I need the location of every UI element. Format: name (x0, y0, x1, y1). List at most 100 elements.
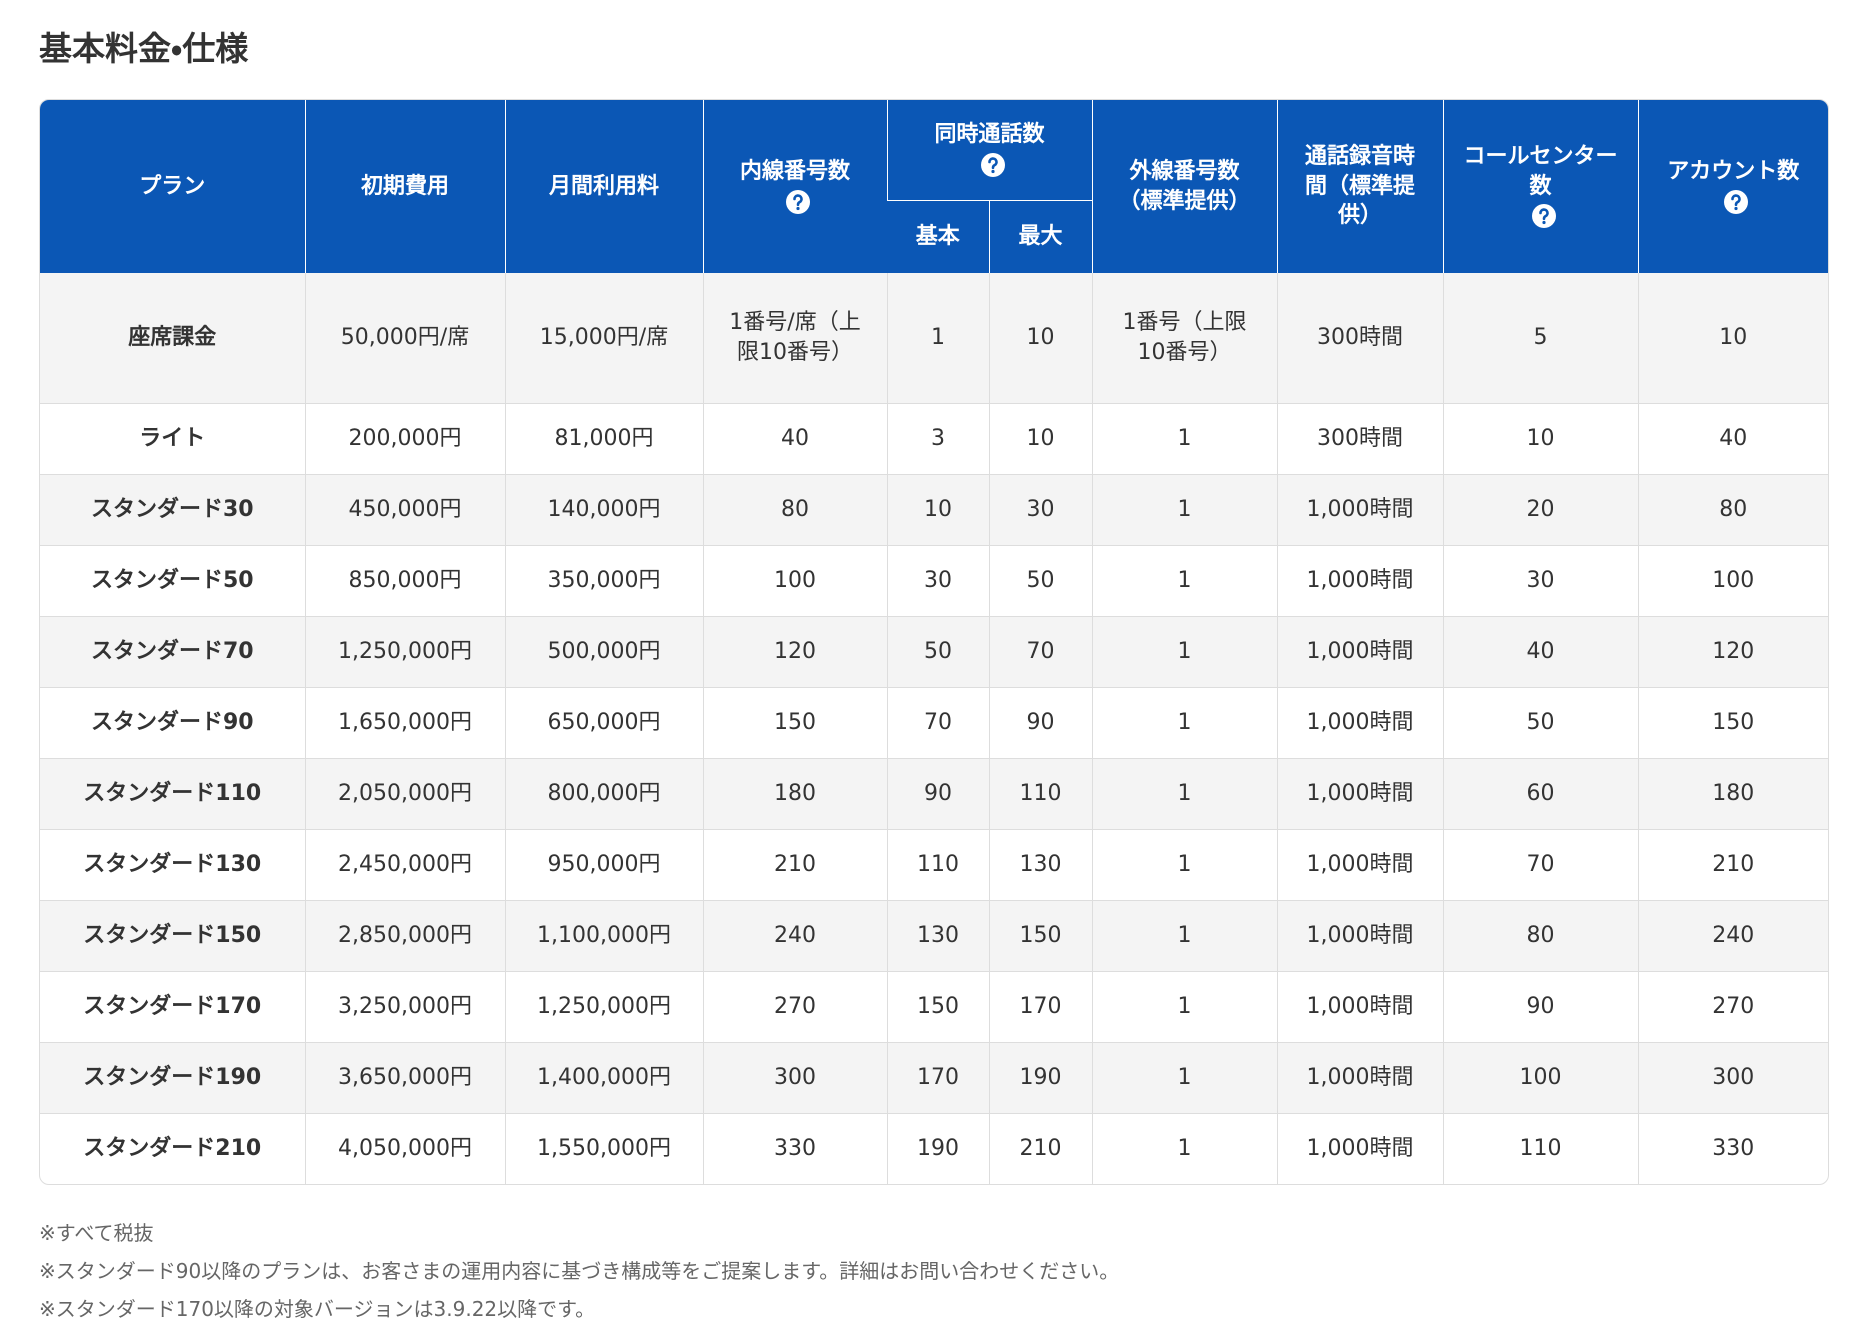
table-cell: 1番号（上限10番号） (1091, 273, 1278, 404)
table-cell: 1,250,000円 (504, 971, 703, 1043)
table-cell: 3,250,000円 (304, 971, 505, 1043)
table-cell: 150 (1637, 687, 1828, 759)
table-cell: 1,000時間 (1276, 971, 1444, 1043)
table-cell: 80 (702, 474, 887, 546)
table-cell: 15,000円/席 (504, 273, 703, 404)
table-cell: 1番号/席（上限10番号） (702, 273, 887, 404)
table-cell: 240 (1637, 900, 1828, 972)
table-cell: 50 (1442, 687, 1639, 759)
table-cell: 80 (1637, 474, 1828, 546)
plan-name: 座席課金 (40, 273, 305, 404)
table-row: スタンダード190 3,650,000円 1,400,000円 300 170 190 1 1… (40, 1042, 1828, 1114)
header-cell: 外線番号数（標準提供） (1091, 100, 1278, 273)
header-text: 通話録音時間（標準提供） (1305, 143, 1416, 229)
plan-name: スタンダード210 (40, 1113, 305, 1184)
table-cell: 90 (988, 687, 1093, 759)
table-cell: 100 (1442, 1042, 1639, 1114)
note: ※すべて税抜 (39, 1221, 154, 1245)
table-cell: 1 (1091, 403, 1278, 475)
table-cell: 1 (1091, 1113, 1278, 1184)
header-text: 内線番号数 (739, 158, 850, 184)
table-cell: 1 (1091, 971, 1278, 1043)
table-cell: 270 (1637, 971, 1828, 1043)
table-cell: 1 (1091, 829, 1278, 901)
table-cell: 90 (1442, 971, 1639, 1043)
table-cell: 1 (1091, 474, 1278, 546)
plan-name: スタンダード90 (40, 687, 305, 759)
table-cell: 180 (702, 758, 887, 830)
table-cell: 150 (886, 971, 989, 1043)
table-cell: 1,000時間 (1276, 545, 1444, 617)
table-cell: 1 (1091, 545, 1278, 617)
table-cell: 270 (702, 971, 887, 1043)
table-row: スタンダード50 850,000円 350,000円 100 30 50 1 1,000時間 3… (40, 545, 1828, 617)
table-cell: 50 (988, 545, 1093, 617)
table-cell: 1 (1091, 616, 1278, 688)
table-cell: 100 (1637, 545, 1828, 617)
table-row: スタンダード210 4,050,000円 1,550,000円 330 190 210 1 1… (40, 1113, 1828, 1184)
table-cell: 50,000円/席 (304, 273, 505, 404)
table-cell: 2,050,000円 (304, 758, 505, 830)
table-row: 座席課金 50,000円/席 15,000円/席 1番号/席（上限10番号） 1 10 1番… (40, 273, 1828, 404)
table-cell: 240 (702, 900, 887, 972)
table-cell: 130 (886, 900, 989, 972)
table-row: スタンダード170 3,250,000円 1,250,000円 270 150 170 1 1… (40, 971, 1828, 1043)
table-row: ライト 200,000円 81,000円 40 3 10 1 300時間 10 40 (40, 403, 1828, 475)
plan-name: スタンダード190 (40, 1042, 305, 1114)
table-row: スタンダード130 2,450,000円 950,000円 210 110 130 1 1,0… (40, 829, 1828, 901)
header-text: コールセンター数 (1463, 143, 1618, 199)
table-cell: 130 (988, 829, 1093, 901)
note: ※スタンダード170以降の対象バージョンは3.9.22以降です。 (39, 1297, 596, 1321)
table-cell: 210 (1637, 829, 1828, 901)
table-cell: 1,000時間 (1276, 758, 1444, 830)
table-cell: 150 (988, 900, 1093, 972)
table-cell: 200,000円 (304, 403, 505, 475)
table-cell: 110 (886, 829, 989, 901)
table-cell: 10 (988, 273, 1093, 404)
table-cell: 1,000時間 (1276, 687, 1444, 759)
table-cell: 1,400,000円 (504, 1042, 703, 1114)
header-cell: 内線番号数 (702, 100, 887, 273)
table-cell: 10 (988, 403, 1093, 475)
table-cell: 90 (886, 758, 989, 830)
table-cell: 80 (1442, 900, 1639, 972)
table-cell: 1,000時間 (1276, 1113, 1444, 1184)
table-cell: 300時間 (1276, 403, 1444, 475)
header-text: 同時通話数 (934, 122, 1045, 148)
table-cell: 100 (702, 545, 887, 617)
table-cell: 2,450,000円 (304, 829, 505, 901)
help-icon[interactable] (785, 189, 811, 215)
table-cell: 1,650,000円 (304, 687, 505, 759)
header-text: アカウント数 (1667, 158, 1800, 184)
table-cell: 70 (988, 616, 1093, 688)
table-cell: 5 (1442, 273, 1639, 404)
help-icon[interactable] (980, 152, 1006, 178)
help-icon[interactable] (1531, 203, 1557, 229)
table-cell: 180 (1637, 758, 1828, 830)
table-cell: 30 (988, 474, 1093, 546)
table-cell: 800,000円 (504, 758, 703, 830)
table-cell: 50 (886, 616, 989, 688)
table-cell: 110 (988, 758, 1093, 830)
table-cell: 110 (1442, 1113, 1639, 1184)
table-cell: 150 (702, 687, 887, 759)
table-cell: 81,000円 (504, 403, 703, 475)
table-cell: 190 (988, 1042, 1093, 1114)
plan-name: スタンダード70 (40, 616, 305, 688)
table-cell: 1,100,000円 (504, 900, 703, 972)
note: ※スタンダード90以降のプランは、お客さまの運用内容に基づき構成等をご提案します… (39, 1259, 1120, 1283)
header-cell: 通話録音時間（標準提供） (1276, 100, 1444, 273)
plan-name: スタンダード50 (40, 545, 305, 617)
table-body: 座席課金 50,000円/席 15,000円/席 1番号/席（上限10番号） 1 10 1番… (40, 273, 1828, 1184)
table-cell: 500,000円 (504, 616, 703, 688)
table-cell: 330 (1637, 1113, 1828, 1184)
header-cell: コールセンター数 (1442, 100, 1639, 273)
subheader-cell: 最大 (988, 200, 1093, 273)
header-text: プラン (139, 173, 206, 199)
table-cell: 40 (1442, 616, 1639, 688)
table-cell: 950,000円 (504, 829, 703, 901)
page-title: 基本料金・仕様 (39, 29, 249, 68)
help-icon[interactable] (1723, 189, 1749, 215)
table-cell: 210 (988, 1113, 1093, 1184)
table-cell: 450,000円 (304, 474, 505, 546)
